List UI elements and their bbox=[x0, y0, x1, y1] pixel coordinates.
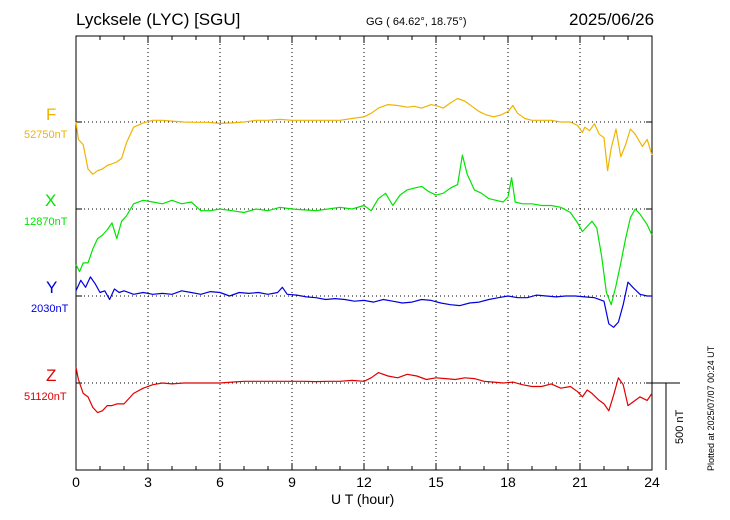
x-tick-label: 12 bbox=[356, 474, 372, 490]
x-tick-label: 0 bbox=[72, 474, 80, 490]
series-line-x bbox=[75, 154, 653, 306]
x-tick-label: 21 bbox=[572, 474, 588, 490]
series-label-y: Y bbox=[46, 278, 58, 297]
baseline-label-y: 2030nT bbox=[31, 303, 69, 315]
x-axis-label: U T (hour) bbox=[331, 491, 395, 507]
baseline-label-f: 52750nT bbox=[24, 129, 68, 141]
baseline-label-z: 51120nT bbox=[24, 391, 67, 403]
series-label-x: X bbox=[45, 191, 57, 210]
series-line-f bbox=[75, 97, 653, 175]
series-line-z bbox=[75, 367, 653, 414]
x-tick-label: 9 bbox=[288, 474, 296, 490]
coordinates-label: GG ( 64.62°, 18.75°) bbox=[366, 16, 467, 28]
x-tick-label: 15 bbox=[428, 474, 444, 490]
station-title: Lycksele (LYC) [SGU] bbox=[76, 10, 241, 29]
x-tick-label: 18 bbox=[500, 474, 516, 490]
series-line-y bbox=[75, 276, 652, 328]
x-tick-label: 6 bbox=[216, 474, 224, 490]
series-label-z: Z bbox=[46, 366, 57, 385]
x-tick-label: 3 bbox=[144, 474, 152, 490]
x-tick-label: 24 bbox=[644, 474, 660, 490]
baseline-label-x: 12870nT bbox=[24, 216, 68, 228]
series-label-f: F bbox=[46, 105, 57, 124]
date-label: 2025/06/26 bbox=[569, 10, 655, 29]
